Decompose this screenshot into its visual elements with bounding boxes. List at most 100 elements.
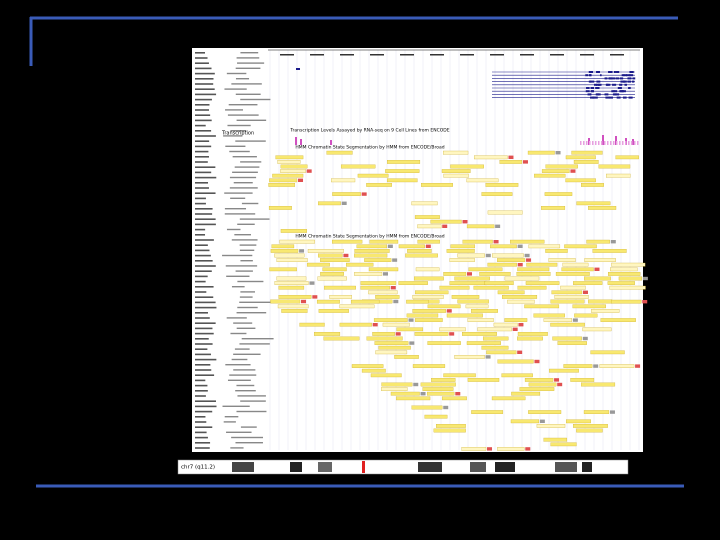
label-stub <box>224 416 239 418</box>
chromatin-state <box>383 272 389 276</box>
chromatin-state <box>528 382 557 387</box>
label-stub <box>195 109 209 111</box>
chromatin-state <box>420 392 426 396</box>
chromatin-state <box>462 239 493 244</box>
label-stub <box>195 192 216 194</box>
exon <box>591 87 595 89</box>
chromatin-state <box>544 192 573 196</box>
track-title: HMM Chromatin State Segmentation by HMM … <box>295 145 444 151</box>
label-stub <box>195 145 212 148</box>
label-stub <box>195 260 213 262</box>
exon <box>604 77 608 80</box>
chromatin-state <box>269 267 297 272</box>
chromatin-state <box>486 350 517 355</box>
label-stub <box>231 358 248 361</box>
chromatin-state <box>524 378 554 382</box>
signal <box>595 141 597 145</box>
chromatin-state <box>555 272 590 276</box>
exon <box>626 74 631 77</box>
chromatin-state <box>550 322 585 327</box>
chromatin-state <box>517 263 523 267</box>
chromatin-state <box>457 299 489 304</box>
chromatin-state <box>454 276 490 281</box>
chromatin-state <box>591 309 620 313</box>
label-stub <box>195 332 214 335</box>
label-stub <box>224 192 253 194</box>
signal <box>300 139 302 145</box>
chromatin-state <box>450 164 484 169</box>
chromatin-state <box>393 299 399 304</box>
label-stub <box>195 88 215 90</box>
chromatin-state <box>528 410 562 414</box>
label-stub <box>235 442 263 444</box>
exon <box>596 71 600 73</box>
chromatin-state <box>449 258 475 262</box>
chromatin-state <box>465 304 489 309</box>
chromatin-state <box>412 364 446 368</box>
chromatin-state <box>516 272 551 276</box>
chromatin-state <box>307 249 344 253</box>
chromatin-state <box>387 178 418 183</box>
chromatin-state <box>599 364 635 368</box>
exon <box>585 90 590 93</box>
chromatin-state <box>312 295 318 299</box>
chromatin-state <box>426 391 455 396</box>
chromatin-state <box>510 239 545 244</box>
chromatin-state <box>517 332 548 336</box>
signal <box>607 141 609 145</box>
chromatin-state <box>499 160 523 164</box>
chromatin-state <box>354 249 390 253</box>
chromatin-state <box>564 244 597 249</box>
chromatin-state <box>548 368 579 373</box>
chromatin-state <box>441 396 467 401</box>
chromatin-state <box>278 295 312 299</box>
label-stub <box>195 317 210 319</box>
label-stub <box>195 353 211 356</box>
chromatin-state <box>443 150 469 155</box>
chromatin-state <box>484 281 514 285</box>
ruler-label <box>490 54 504 56</box>
label-stub <box>195 166 216 168</box>
label-stub <box>195 416 206 418</box>
label-stub <box>195 280 206 283</box>
label-stub <box>234 166 260 168</box>
signal <box>610 141 612 145</box>
chromatin-state <box>570 378 595 382</box>
chromatin-state <box>533 313 565 318</box>
label-stub <box>235 140 266 142</box>
chromatin-state <box>586 239 610 244</box>
chromatin-state <box>351 299 380 304</box>
chromatin-state <box>331 239 363 244</box>
chromatin-state <box>413 382 419 387</box>
label-stub <box>226 275 250 277</box>
chromatin-state <box>420 382 456 387</box>
chromatin-state <box>541 169 570 173</box>
gene <box>296 68 300 70</box>
chromatin-state <box>439 285 470 290</box>
chromatin-state <box>322 267 347 272</box>
chromatin-state <box>364 258 392 262</box>
chromatin-state <box>318 253 343 258</box>
chromatin-state <box>485 355 491 359</box>
label-stub <box>227 379 251 381</box>
label-stub <box>195 254 211 257</box>
signal <box>601 141 603 145</box>
chromatin-state <box>412 309 446 313</box>
chromatin-state <box>446 309 452 313</box>
chromatin-state <box>487 447 493 451</box>
label-stub <box>240 260 253 262</box>
chromatin-state <box>375 295 400 299</box>
exon <box>590 71 593 73</box>
label-stub <box>233 182 253 184</box>
chromatin-state <box>642 300 648 304</box>
chromatin-state <box>274 253 305 258</box>
chromatin-state <box>329 295 352 299</box>
exon <box>596 93 601 96</box>
label-stub <box>235 270 253 272</box>
chromatin-state <box>332 192 361 196</box>
band <box>470 462 486 472</box>
chromatin-state <box>550 442 577 447</box>
label-stub <box>195 119 212 122</box>
label-stub <box>222 254 253 257</box>
